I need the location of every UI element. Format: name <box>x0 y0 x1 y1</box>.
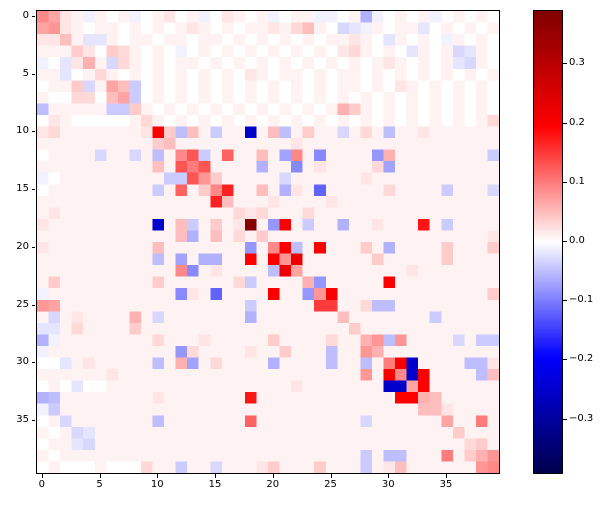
y-tick-label: 0 <box>22 9 29 21</box>
x-tick-mark <box>215 474 217 478</box>
colorbar-tick-mark <box>563 359 567 361</box>
colorbar-tick-label: 0.3 <box>569 57 585 69</box>
x-tick-mark <box>388 474 390 478</box>
y-tick-mark <box>31 73 35 75</box>
y-tick-mark <box>31 189 35 191</box>
y-tick-label: 15 <box>16 183 29 195</box>
x-tick-mark <box>446 474 448 478</box>
x-tick-mark <box>330 474 332 478</box>
x-tick-label: 10 <box>150 479 164 490</box>
colorbar-tick-label: −0.2 <box>569 353 594 365</box>
colorbar-tick-label: 0.2 <box>569 116 585 128</box>
x-tick-mark <box>272 474 274 478</box>
y-tick-mark <box>31 420 35 422</box>
y-tick-label: 20 <box>16 240 29 252</box>
colorbar-tick-label: 0.0 <box>569 235 585 246</box>
x-tick-label: 35 <box>439 479 453 490</box>
colorbar-tick-label: −0.1 <box>569 294 594 306</box>
x-tick-label: 5 <box>96 479 103 490</box>
y-tick-mark <box>31 15 35 17</box>
x-tick-label: 15 <box>208 479 222 490</box>
colorbar-axes <box>533 10 563 474</box>
colorbar-tick-mark <box>563 241 567 242</box>
x-tick-label: 25 <box>324 479 337 490</box>
colorbar-tick-mark <box>563 181 567 183</box>
x-tick-mark <box>99 474 101 478</box>
y-tick-mark <box>31 362 35 364</box>
colorbar-tick-mark <box>563 63 567 65</box>
y-tick-mark <box>31 131 35 133</box>
y-tick-label: 35 <box>16 414 29 426</box>
colorbar-tick-label: −0.3 <box>569 412 594 424</box>
colorbar-gradient <box>534 11 562 473</box>
heatmap-image <box>37 11 499 473</box>
y-tick-mark <box>31 246 35 248</box>
x-tick-label: 30 <box>381 479 395 490</box>
x-tick-label: 0 <box>38 479 45 490</box>
x-tick-label: 20 <box>266 479 280 490</box>
y-tick-mark <box>31 304 35 306</box>
y-tick-label: 10 <box>16 125 29 137</box>
x-tick-mark <box>157 474 159 478</box>
y-tick-label: 25 <box>16 298 29 310</box>
heatmap-axes <box>36 10 500 474</box>
colorbar-tick-mark <box>563 122 567 124</box>
y-tick-label: 30 <box>16 356 29 368</box>
colorbar-tick-mark <box>563 418 567 420</box>
y-tick-label: 5 <box>22 67 29 79</box>
colorbar-tick-mark <box>563 300 567 302</box>
x-tick-mark <box>41 474 43 478</box>
colorbar-tick-label: 0.1 <box>569 175 585 187</box>
